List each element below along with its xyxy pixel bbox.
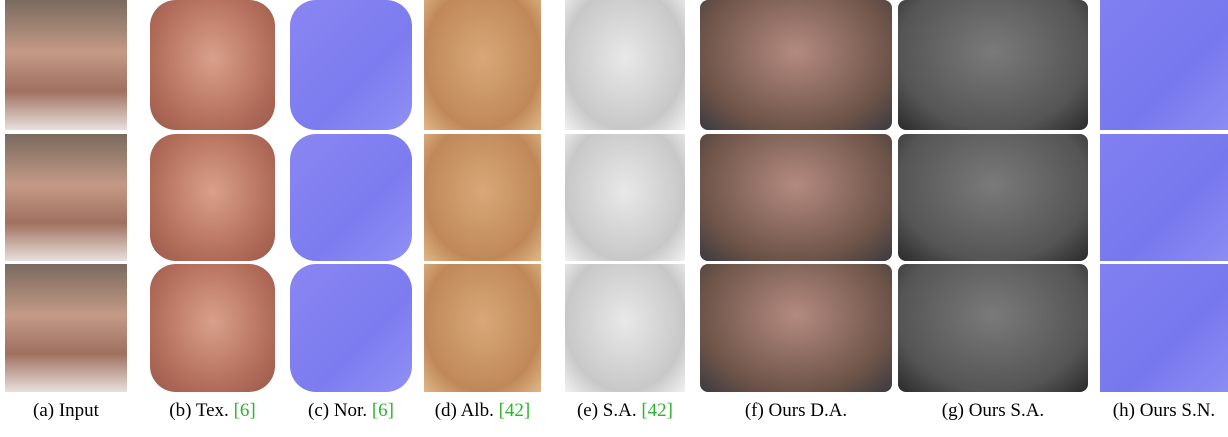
caption-label: (h) Ours S.N. [1113,400,1215,421]
caption: (e) S.A. [42] [545,400,705,422]
image [290,134,412,261]
image [898,134,1088,261]
image [565,0,685,130]
caption-label: (e) S.A. [577,400,637,421]
image [700,0,892,130]
image [290,0,412,130]
caption: (g) Ours S.A. [913,400,1073,422]
caption: (f) Ours D.A. [716,400,876,422]
citation: [6] [372,400,394,421]
image [700,264,892,392]
image [150,0,275,130]
citation: [42] [499,400,531,421]
image [150,264,275,392]
image [150,134,275,261]
image [565,134,685,261]
caption-label: (b) Tex. [169,400,229,421]
caption-label: (g) Ours S.A. [942,400,1044,421]
image [424,134,541,261]
image [1100,264,1228,392]
image [424,264,541,392]
caption: (d) Alb. [42] [403,400,563,422]
caption: (h) Ours S.N. [1084,400,1228,422]
image [290,264,412,392]
image [1100,134,1228,261]
image [5,0,127,130]
image [1100,0,1228,130]
image [898,264,1088,392]
image [5,264,127,392]
caption-label: (a) Input [33,400,99,421]
figure: (a) Input(b) Tex. [6](c) Nor. [6](d) Alb… [0,0,1228,437]
citation: [42] [641,400,673,421]
caption-label: (c) Nor. [308,400,367,421]
image [5,134,127,261]
caption-label: (f) Ours D.A. [745,400,847,421]
image [424,0,541,130]
citation: [6] [234,400,256,421]
caption-label: (d) Alb. [435,400,494,421]
caption: (a) Input [0,400,146,422]
image [700,134,892,261]
image [898,0,1088,130]
caption: (b) Tex. [6] [133,400,293,422]
image [565,264,685,392]
